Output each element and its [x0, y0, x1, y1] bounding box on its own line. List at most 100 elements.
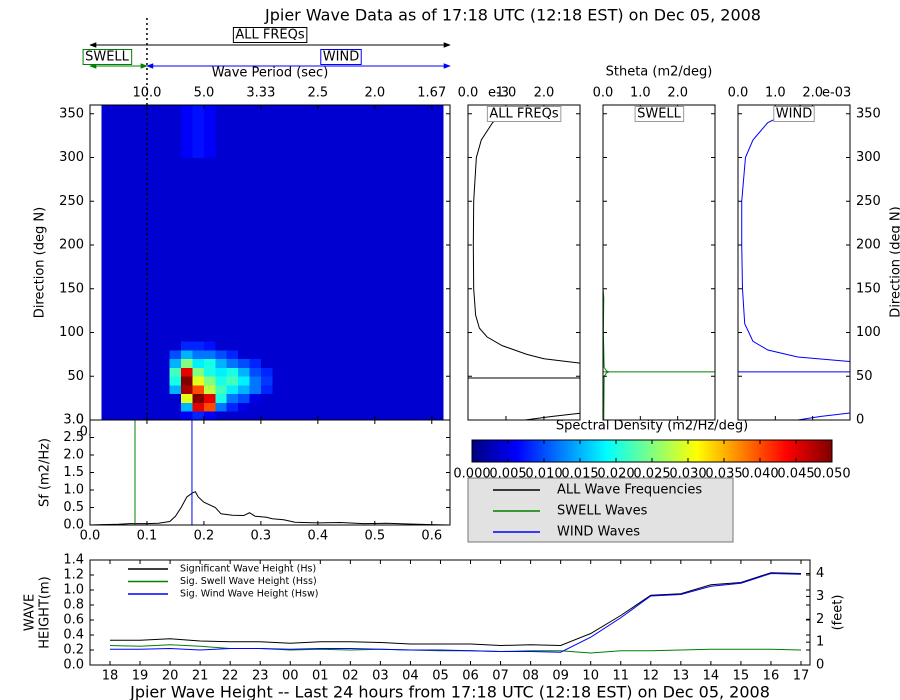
heatmap-cell — [169, 245, 182, 290]
heatmap-cell — [158, 350, 171, 360]
heatmap-cell — [203, 105, 216, 158]
heatmap-cell — [408, 288, 421, 333]
heatmap-cell — [158, 358, 171, 368]
x-tick-label: 2.0 — [534, 86, 555, 101]
heatmap-cell — [363, 376, 376, 386]
heatmap-cell — [260, 367, 273, 377]
heatmap-cell — [101, 332, 114, 342]
heatmap-cell — [272, 376, 285, 386]
x-tick-label: 15 — [733, 669, 750, 684]
heatmap-cell — [238, 350, 250, 360]
chart-title: Jpier Wave Height -- Last 24 hours from … — [129, 683, 770, 700]
heatmap-cell — [215, 245, 228, 290]
heatmap-cell — [352, 288, 364, 333]
heatmap-cell — [363, 358, 376, 368]
heatmap-cell — [420, 157, 433, 202]
heatmap-cell — [169, 332, 182, 342]
heatmap-cell — [397, 367, 410, 377]
colorbar-label: Spectral Density (m2/Hz/deg) — [556, 419, 748, 434]
panel-background — [603, 105, 715, 420]
heatmap-cell — [272, 157, 285, 202]
heatmap-cell — [352, 385, 364, 395]
heatmap-cell — [283, 332, 296, 342]
heatmap-cell — [192, 105, 205, 158]
heatmap-cell — [169, 376, 182, 386]
heatmap-cell — [408, 376, 421, 386]
heatmap-cell — [386, 105, 398, 158]
heatmap-cell — [238, 105, 250, 158]
heatmap-cell — [272, 350, 285, 360]
heatmap-cell — [386, 332, 398, 342]
heatmap-cell — [340, 341, 353, 351]
heatmap-cell — [158, 105, 171, 158]
heatmap-cell — [192, 332, 205, 342]
heatmap-cell — [169, 201, 182, 246]
heatmap-cell — [260, 393, 273, 403]
heatmap-cell — [329, 105, 342, 158]
heatmap-cell — [135, 376, 148, 386]
heatmap-cell — [226, 157, 239, 202]
heatmap-cell — [181, 332, 193, 342]
x-tick-label: 06 — [462, 669, 479, 684]
heatmap-cell — [169, 385, 182, 395]
heatmap-cell — [352, 350, 364, 360]
heatmap-cell — [431, 376, 444, 386]
heatmap-cell — [192, 393, 205, 403]
heatmap-cell — [386, 385, 398, 395]
heatmap-cell — [306, 350, 319, 360]
heatmap-cell — [260, 332, 273, 342]
panel-title-box — [634, 106, 685, 122]
heatmap-cell — [317, 393, 330, 403]
heatmap-cell — [249, 105, 262, 158]
heatmap-cell — [135, 288, 148, 333]
y-tick-label: 200 — [856, 238, 881, 253]
x-tick-label: 16 — [763, 669, 780, 684]
heatmap-cell — [101, 402, 114, 412]
heatmap-cell — [181, 402, 193, 412]
heatmap-cell — [283, 358, 296, 368]
heatmap-cell — [203, 245, 216, 290]
panel-title: WIND — [776, 107, 812, 122]
heatmap-cell — [397, 402, 410, 412]
heatmap-cell — [158, 367, 171, 377]
heatmap-cell — [192, 350, 205, 360]
y-tick-label: 350 — [856, 106, 881, 121]
heatmap-cell — [169, 350, 182, 360]
heatmap-cell — [295, 245, 307, 290]
heatmap-cell — [363, 341, 376, 351]
heatmap-cell — [420, 201, 433, 246]
heatmap-cell — [238, 332, 250, 342]
heatmap-cell — [215, 341, 228, 351]
heatmap-cell — [352, 376, 364, 386]
heatmap-cell — [295, 411, 307, 421]
heatmap-cell — [238, 358, 250, 368]
y-tick-label: 0.8 — [63, 598, 84, 613]
heatmap-cell — [306, 201, 319, 246]
heatmap-cell — [317, 402, 330, 412]
heatmap-cell — [283, 393, 296, 403]
heatmap-cell — [181, 411, 193, 421]
heatmap-cell — [352, 105, 364, 158]
heatmap-cell — [420, 332, 433, 342]
heatmap-cell — [386, 288, 398, 333]
heatmap-cell — [431, 201, 444, 246]
heatmap-cell — [249, 245, 262, 290]
heatmap-cell — [363, 288, 376, 333]
heatmap-cell — [363, 350, 376, 360]
heatmap-cell — [249, 288, 262, 333]
x-tick-label: 0.3 — [251, 529, 272, 544]
heatmap-cell — [249, 358, 262, 368]
heatmap-cell — [146, 157, 159, 202]
heatmap-cell — [408, 105, 421, 158]
x-tick-label: 04 — [402, 669, 419, 684]
legend-label: ALL Wave Frequencies — [557, 483, 702, 498]
heatmap-cell — [283, 245, 296, 290]
heatmap-cell — [192, 367, 205, 377]
stheta-profile — [741, 105, 850, 420]
heatmap-cell — [374, 332, 387, 342]
x2-tick-label: 2.5 — [308, 86, 329, 101]
heatmap-cell — [238, 201, 250, 246]
y-tick-label: 1.5 — [63, 465, 84, 480]
heatmap-cell — [306, 105, 319, 158]
series-line — [110, 572, 802, 653]
